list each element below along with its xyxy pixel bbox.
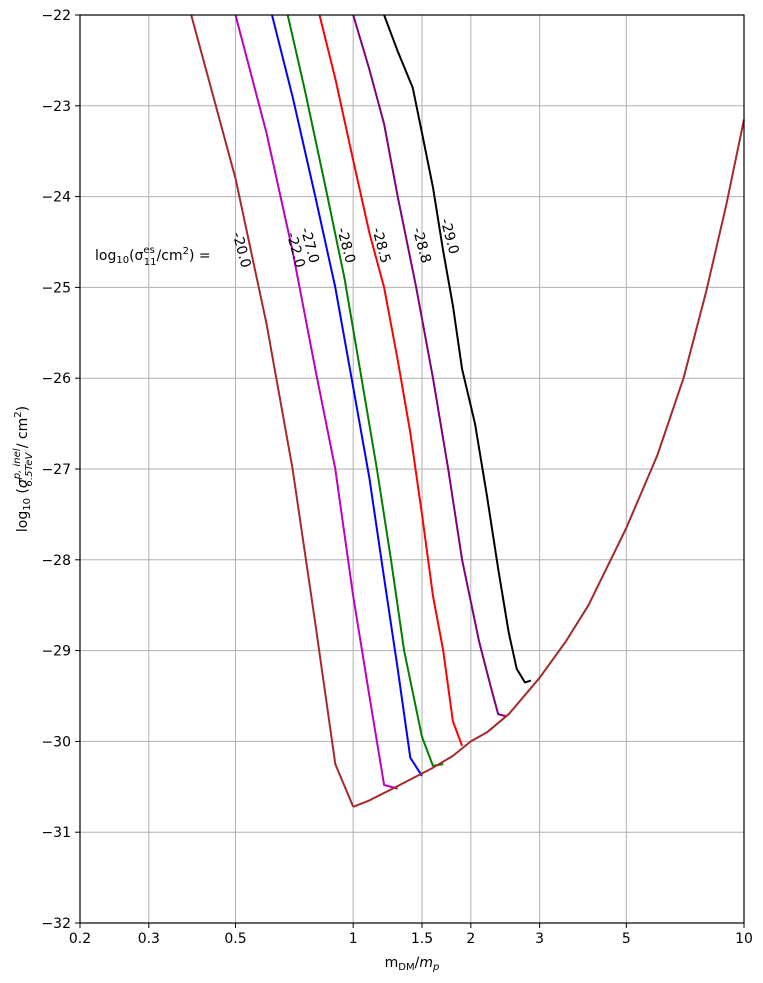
series-line--28_8 (352, 14, 506, 717)
series-label--28_8: -28.8 (409, 226, 434, 265)
series-line--27_0 (271, 14, 423, 777)
y-tick-label: −30 (41, 734, 71, 750)
y-tick-label: −22 (41, 8, 71, 24)
y-tick-label: −27 (41, 462, 71, 478)
series-line-envelope (352, 119, 745, 808)
grid-lines (79, 14, 745, 924)
x-tick-label: 5 (622, 931, 631, 947)
series-lines (190, 14, 745, 808)
x-tick-label: 0.2 (69, 931, 91, 947)
series-label--20_0: -20.0 (229, 230, 254, 269)
series-labels: -20.0 -22.0-27.0 -28.0 -28.5 -28.8 -29.0 (229, 217, 462, 270)
y-tick-label: −25 (41, 280, 71, 296)
series-line--28_0 (286, 14, 444, 767)
y-tick-label: −24 (41, 190, 71, 206)
series-line--28_5 (318, 14, 464, 747)
y-tick-label: −23 (41, 99, 71, 115)
x-tick-label: 2 (466, 931, 475, 947)
series-line--29_0 (383, 14, 532, 684)
series-line--20_0 (190, 14, 355, 808)
y-tick-label: −28 (41, 553, 71, 569)
y-tick-label: −32 (41, 916, 71, 932)
y-axis-label: log10 (σp, inel6.5TeV / cm2) (12, 406, 35, 532)
x-tick-label: 1.5 (411, 931, 433, 947)
x-tick-label: 0.5 (224, 931, 246, 947)
x-tick-label: 0.3 (138, 931, 160, 947)
series-line--22_0 (234, 14, 398, 790)
x-tick-label: 10 (735, 931, 753, 947)
y-tick-label: −31 (41, 825, 71, 841)
y-tick-label: −29 (41, 644, 71, 660)
x-tick-label: 3 (535, 931, 544, 947)
x-axis-ticks: 0.2 0.3 0.5 1 1.5 2 3 5 10 (69, 923, 753, 947)
y-tick-label: −26 (41, 371, 71, 387)
y-axis-ticks: −32 −31 −30 −29 −28 −27 −26 −25 −24 −23 −22 (41, 8, 80, 932)
x-tick-label: 1 (349, 931, 358, 947)
x-axis-label: mDM/mp (385, 955, 440, 973)
series-legend-annotation: log10(σes 11/cm2) = (95, 245, 211, 268)
